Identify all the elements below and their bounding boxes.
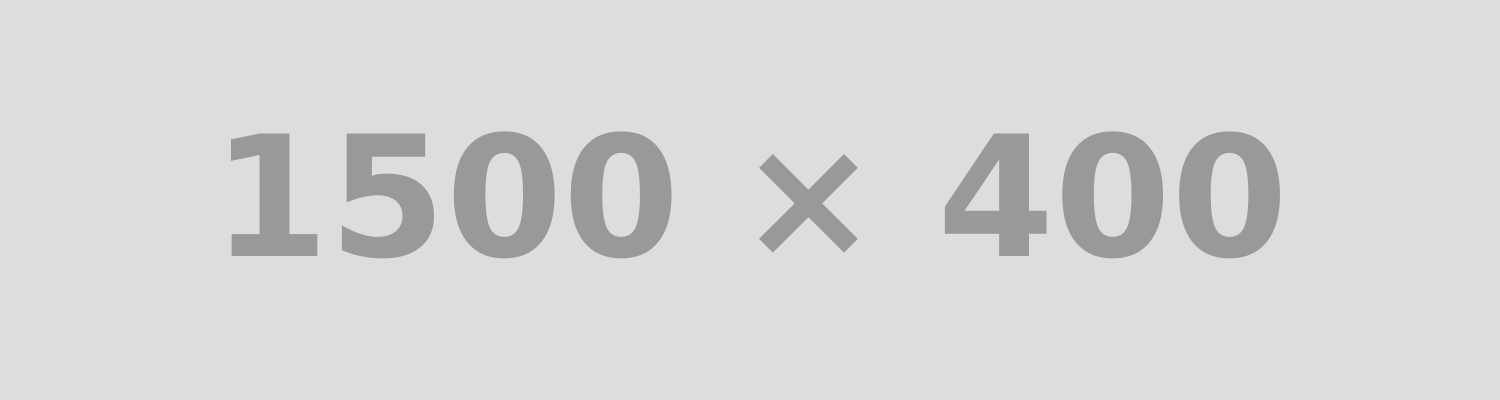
dimensions-label: 1500 × 400 (211, 100, 1288, 296)
